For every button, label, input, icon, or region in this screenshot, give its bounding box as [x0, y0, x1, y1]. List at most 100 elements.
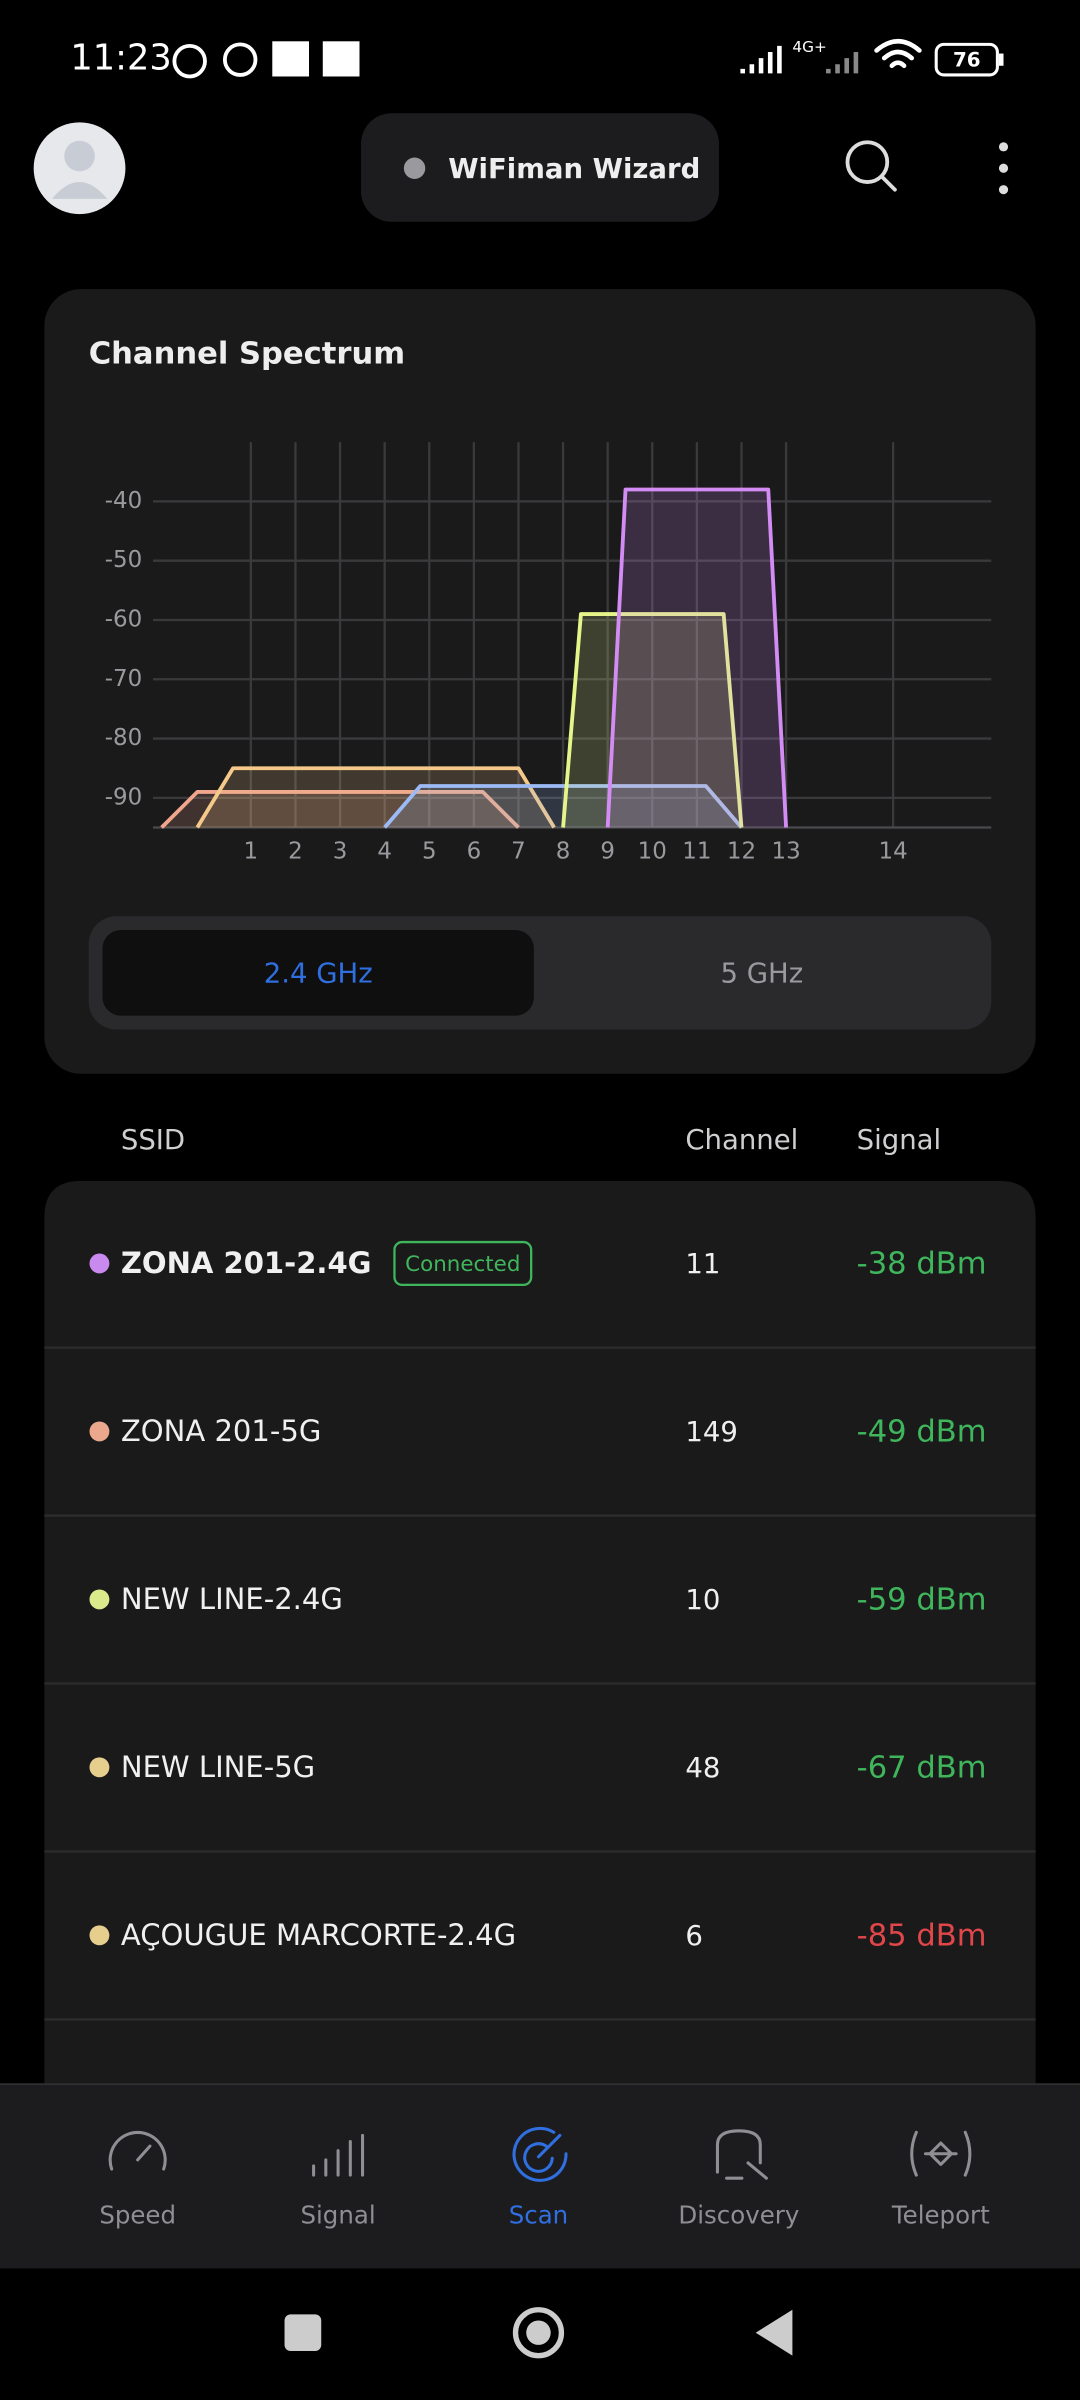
signal-icon-2	[826, 52, 859, 74]
spectrum-fill	[197, 768, 555, 828]
ssid[interactable]: NEW LINE-5G	[121, 1750, 315, 1784]
nav-icon[interactable]	[312, 2133, 365, 2177]
menu-dot	[998, 163, 1009, 173]
home-button[interactable]	[512, 2307, 565, 2359]
channel: 6	[685, 1920, 703, 1952]
notification-icon	[322, 41, 360, 77]
x-tick-label: 9	[600, 839, 615, 865]
column-header: Channel	[685, 1124, 798, 1156]
chart: -40-50-60-70-80-901 2 3 4 5 6 7 8 9 10 11 12 13 14	[105, 442, 992, 865]
x-tick-label: 2	[288, 839, 303, 865]
menu-button[interactable]	[998, 142, 1009, 195]
network-type: 4G+	[792, 38, 826, 56]
nav-items: Speed Signal Scan Discovery Teleport	[99, 2126, 990, 2229]
band-tabs: 2.4 GHz 5 GHz	[102, 930, 803, 1016]
nav-icon[interactable]	[910, 2130, 972, 2177]
ssid-color-dot	[89, 1421, 110, 1442]
wizard-title[interactable]: WiFiman Wizard	[448, 153, 700, 185]
x-tick-label: 4	[377, 839, 392, 865]
y-tick-label: -70	[105, 666, 142, 692]
spectrum-line	[160, 790, 520, 829]
wizard-pill[interactable]	[361, 113, 719, 222]
menu-dot	[998, 142, 1009, 152]
connected-badge-label: Connected	[405, 1252, 520, 1277]
battery-tip	[998, 53, 1004, 66]
ssid[interactable]: NEW LINE-2.4G	[121, 1582, 343, 1616]
signal: -38 dBm	[857, 1247, 987, 1282]
x-tick-label: 6	[467, 839, 482, 865]
y-tick-label: -40	[105, 488, 142, 514]
search-icon	[845, 140, 890, 184]
x-tick-label: 14	[879, 839, 908, 865]
x-tick-label: 12	[727, 839, 756, 865]
status-time: 11:23	[70, 38, 171, 79]
y-tick-label: -90	[105, 784, 142, 810]
battery-level: 76	[953, 49, 981, 72]
band-tab-active[interactable]	[102, 930, 534, 1016]
signal: -67 dBm	[857, 1750, 987, 1785]
spectrum-line	[195, 766, 556, 829]
nav-label[interactable]: Scan	[509, 2200, 569, 2229]
bottom-nav	[0, 2083, 1080, 2269]
nav-icon[interactable]	[512, 2126, 568, 2182]
channel: 149	[685, 1416, 738, 1448]
ssid[interactable]: ZONA 201-5G	[121, 1414, 322, 1448]
chart-title: Channel Spectrum	[89, 336, 405, 371]
channel: 48	[685, 1752, 720, 1784]
nav-label[interactable]: Signal	[300, 2200, 375, 2229]
avatar-head	[64, 140, 95, 172]
spectrum-fill	[607, 489, 787, 828]
ssid-color-dot	[89, 1589, 110, 1610]
y-tick-label: -50	[105, 547, 142, 573]
x-tick-label: 10	[638, 839, 667, 865]
battery-icon	[934, 42, 999, 77]
band-tab-label[interactable]: 5 GHz	[720, 957, 803, 989]
nav-label[interactable]: Speed	[99, 2200, 176, 2229]
whatsapp-icon	[222, 42, 258, 77]
signal: -59 dBm	[857, 1582, 987, 1617]
nav-icon[interactable]	[108, 2130, 167, 2171]
column-header: Signal	[857, 1124, 942, 1156]
channel: 11	[685, 1248, 720, 1280]
spectrum-fill	[563, 614, 742, 828]
ssid-color-dot	[89, 1925, 110, 1946]
spectrum-fill	[161, 791, 519, 828]
alarm-icon	[172, 43, 207, 79]
avatar[interactable]	[33, 122, 126, 215]
nav-icon[interactable]	[715, 2129, 768, 2180]
x-tick-label: 3	[333, 839, 348, 865]
network-rows: ZONA 201-2.4G Connected 11 -38 dBm ZONA 201-…	[44, 1240, 1036, 2021]
avatar-body	[52, 182, 108, 199]
spectrum-line	[605, 487, 789, 828]
wizard-status-dot	[403, 157, 426, 179]
spectrum-line	[383, 784, 743, 829]
y-tick-label: -80	[105, 725, 142, 751]
connected-badge	[393, 1240, 533, 1287]
nav-label[interactable]: Teleport	[891, 2200, 990, 2229]
spectrum-line	[561, 612, 744, 828]
column-header: SSID	[121, 1124, 185, 1156]
channel: 10	[685, 1584, 720, 1616]
x-tick-label: 11	[682, 839, 711, 865]
status-icons-right: 4G+ 76	[740, 38, 1004, 77]
menu-dot	[998, 185, 1009, 195]
home-button-inner	[526, 2320, 551, 2345]
band-tab-label[interactable]: 2.4 GHz	[264, 957, 373, 989]
back-button[interactable]	[755, 2309, 793, 2356]
status-icons-left	[172, 41, 360, 79]
spectrum-card	[44, 289, 1036, 1074]
search-button[interactable]	[845, 140, 897, 192]
x-tick-label: 13	[772, 839, 801, 865]
signal: -85 dBm	[857, 1918, 987, 1953]
ssid[interactable]: ZONA 201-2.4G	[121, 1246, 372, 1280]
x-tick-label: 5	[422, 839, 437, 865]
search-handle	[880, 175, 897, 192]
recents-button[interactable]	[284, 2314, 322, 2352]
column-headers: SSID Channel Signal	[121, 1124, 941, 1156]
wifi-icon	[874, 39, 922, 69]
ssid[interactable]: AÇOUGUE MARCORTE-2.4G	[121, 1918, 516, 1952]
nav-label[interactable]: Discovery	[678, 2200, 799, 2229]
signal-icon	[740, 45, 782, 74]
x-tick-label: 1	[244, 839, 259, 865]
